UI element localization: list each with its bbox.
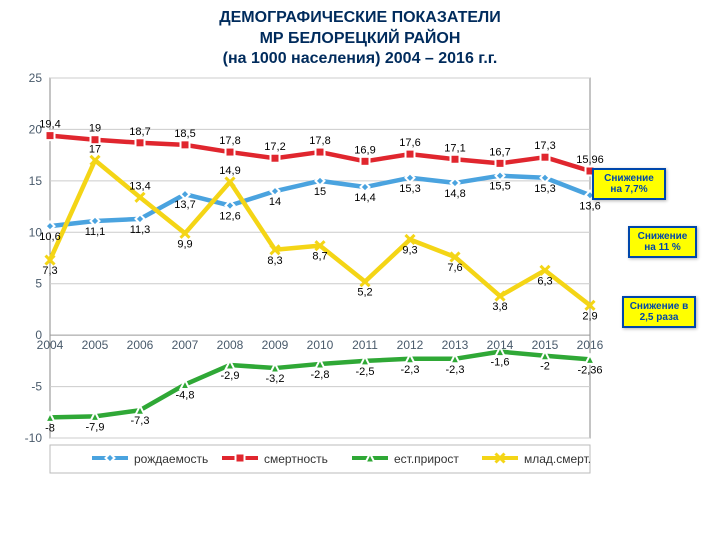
title-line2: МР БЕЛОРЕЦКИЙ РАЙОН: [260, 30, 461, 47]
svg-text:5: 5: [35, 276, 42, 290]
svg-text:15: 15: [29, 173, 43, 187]
svg-text:19,4: 19,4: [39, 118, 60, 130]
svg-text:6,3: 6,3: [537, 275, 552, 287]
svg-text:-7,3: -7,3: [131, 415, 150, 427]
svg-text:15,96: 15,96: [576, 154, 604, 166]
svg-text:17,6: 17,6: [399, 137, 420, 149]
svg-text:12,6: 12,6: [219, 210, 240, 222]
svg-text:15,3: 15,3: [399, 182, 420, 194]
svg-text:17,8: 17,8: [219, 135, 240, 147]
svg-text:-2,5: -2,5: [356, 365, 375, 377]
svg-text:-1,6: -1,6: [491, 356, 510, 368]
title-line1: ДЕМОГРАФИЧЕСКИЕ ПОКАЗАТЕЛИ: [219, 9, 501, 26]
svg-text:рождаемость: рождаемость: [134, 452, 208, 466]
svg-text:-2: -2: [540, 360, 550, 372]
svg-text:2009: 2009: [262, 338, 289, 352]
svg-text:16,9: 16,9: [354, 144, 375, 156]
svg-text:млад.смерт.: млад.смерт.: [524, 452, 591, 466]
svg-text:7,6: 7,6: [447, 262, 462, 274]
chart-svg: -10-505101520252004200520062007200820092…: [0, 68, 720, 488]
svg-text:-10: -10: [25, 431, 43, 445]
svg-text:2004: 2004: [37, 338, 64, 352]
svg-text:-2,36: -2,36: [577, 364, 602, 376]
svg-text:13,7: 13,7: [174, 199, 195, 211]
callout-0: Снижение на 7,7%: [592, 168, 666, 200]
svg-text:18,5: 18,5: [174, 127, 195, 139]
svg-text:2005: 2005: [82, 338, 109, 352]
svg-text:2010: 2010: [307, 338, 334, 352]
svg-text:2006: 2006: [127, 338, 154, 352]
svg-text:-8: -8: [45, 422, 55, 434]
svg-text:-5: -5: [31, 379, 42, 393]
svg-text:14,4: 14,4: [354, 192, 375, 204]
svg-text:смертность: смертность: [264, 452, 328, 466]
svg-text:-3,2: -3,2: [266, 373, 285, 385]
svg-text:-4,8: -4,8: [176, 389, 195, 401]
svg-text:15,3: 15,3: [534, 182, 555, 194]
svg-text:10,6: 10,6: [39, 231, 60, 243]
svg-text:25: 25: [29, 71, 43, 85]
title-line3: (на 1000 населения) 2004 – 2016 г.г.: [223, 50, 498, 67]
svg-text:-7,9: -7,9: [86, 421, 105, 433]
callout-2: Снижение в 2,5 раза: [622, 296, 696, 328]
svg-text:17: 17: [89, 143, 101, 155]
svg-text:-2,9: -2,9: [221, 370, 240, 382]
svg-text:-2,8: -2,8: [311, 369, 330, 381]
svg-text:14,8: 14,8: [444, 188, 465, 200]
svg-text:2013: 2013: [442, 338, 469, 352]
svg-text:13,6: 13,6: [579, 200, 600, 212]
svg-text:-2,3: -2,3: [401, 363, 420, 375]
svg-text:2012: 2012: [397, 338, 424, 352]
callout-1: Снижение на 11 %: [628, 226, 697, 258]
svg-text:8,7: 8,7: [312, 250, 327, 262]
svg-text:2008: 2008: [217, 338, 244, 352]
svg-text:2016: 2016: [577, 338, 604, 352]
svg-text:19: 19: [89, 122, 101, 134]
svg-text:9,9: 9,9: [177, 238, 192, 250]
svg-text:11,1: 11,1: [85, 226, 106, 238]
svg-text:7,3: 7,3: [42, 265, 57, 277]
svg-text:18,7: 18,7: [129, 125, 150, 137]
svg-text:-2,3: -2,3: [446, 363, 465, 375]
svg-text:2011: 2011: [352, 338, 378, 352]
svg-text:13,4: 13,4: [129, 180, 150, 192]
svg-text:17,8: 17,8: [309, 135, 330, 147]
svg-text:2,9: 2,9: [582, 310, 597, 322]
svg-text:17,3: 17,3: [534, 140, 555, 152]
svg-text:14: 14: [269, 196, 281, 208]
svg-text:5,2: 5,2: [357, 286, 372, 298]
svg-text:14,9: 14,9: [219, 164, 240, 176]
svg-text:8,3: 8,3: [267, 254, 282, 266]
svg-text:15: 15: [314, 185, 326, 197]
svg-text:17,1: 17,1: [444, 142, 465, 154]
svg-text:16,7: 16,7: [489, 146, 510, 158]
svg-text:2007: 2007: [172, 338, 199, 352]
svg-text:17,2: 17,2: [264, 141, 285, 153]
demographics-chart: -10-505101520252004200520062007200820092…: [0, 68, 720, 528]
svg-text:15,5: 15,5: [489, 180, 510, 192]
svg-text:ест.прирост: ест.прирост: [394, 452, 459, 466]
svg-text:9,3: 9,3: [402, 244, 417, 256]
svg-text:11,3: 11,3: [130, 224, 151, 236]
svg-text:3,8: 3,8: [492, 301, 507, 313]
